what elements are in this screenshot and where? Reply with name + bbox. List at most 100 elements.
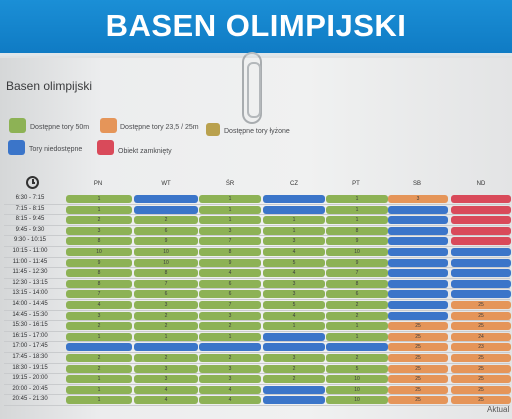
schedule-cell: 10 xyxy=(326,385,388,394)
schedule-cell: 3 xyxy=(134,364,198,373)
schedule-cell xyxy=(388,216,448,225)
legend-swatch-lanes-25m xyxy=(100,118,117,133)
footer-text: Aktual xyxy=(487,405,510,414)
schedule-cell: 2 xyxy=(134,311,198,320)
schedule-cell: 4 xyxy=(263,269,325,278)
schedule-cell: 2 xyxy=(199,354,261,362)
schedule-cell xyxy=(66,343,132,352)
schedule-cell: 25 xyxy=(388,375,448,384)
schedule-cell: 2 xyxy=(66,364,132,373)
schedule-cell: 2 xyxy=(326,311,388,320)
schedule-cell xyxy=(451,216,511,225)
schedule-cell: 1 xyxy=(326,216,388,225)
schedule-cell: 8 xyxy=(66,237,132,246)
time-slot-label: 16:15 - 17:00 xyxy=(12,332,48,339)
schedule-cell: 4 xyxy=(66,301,132,309)
time-slot-label: 20:00 - 20:45 xyxy=(12,385,48,392)
schedule-cell: 6 xyxy=(199,279,261,288)
legend-label-unavailable: Tory niedostępne xyxy=(29,146,83,153)
schedule-cell: 8 xyxy=(326,226,388,235)
time-slot-label: 10:15 - 11:00 xyxy=(12,248,48,254)
schedule-cell: 2 xyxy=(134,354,198,362)
schedule-cell: 25 xyxy=(451,354,511,362)
schedule-cell: 3 xyxy=(199,311,261,320)
schedule-cell xyxy=(388,226,448,235)
schedule-cell: 2 xyxy=(263,364,325,373)
schedule-cell xyxy=(388,290,448,299)
day-header-sat: SB xyxy=(412,181,421,187)
schedule-cell: 1 xyxy=(326,332,388,341)
time-slot-label: 15:30 - 16:15 xyxy=(12,322,48,329)
schedule-cell: 4 xyxy=(199,269,261,278)
schedule-cell: 7 xyxy=(66,290,132,299)
time-slot-label: 18:30 - 19:15 xyxy=(12,364,48,371)
legend-swatch-unavailable xyxy=(8,140,25,155)
legend-label-lanes-50m: Dostępne tory 50m xyxy=(30,124,90,131)
row-divider xyxy=(4,235,510,237)
legend-swatch-lanes-50m xyxy=(9,118,26,133)
schedule-cell: 24 xyxy=(451,332,511,341)
schedule-cell: 10 xyxy=(326,248,388,256)
row-divider xyxy=(4,203,510,205)
schedule-cell xyxy=(388,258,448,267)
row-divider xyxy=(4,267,510,269)
schedule-cell: 25 xyxy=(388,385,448,394)
time-slot-label: 17:00 - 17:45 xyxy=(12,343,48,350)
clock-icon xyxy=(26,176,39,189)
schedule-cell: 1 xyxy=(66,205,132,214)
schedule-cell: 3 xyxy=(199,226,261,235)
schedule-cell: 25 xyxy=(388,322,448,331)
schedule-cell: 3 xyxy=(66,311,132,320)
schedule-cell: 9 xyxy=(199,258,261,267)
schedule-cell: 2 xyxy=(199,322,261,331)
schedule-cell: 6 xyxy=(134,290,198,299)
schedule-cell: 25 xyxy=(451,311,511,320)
schedule-cell: 6 xyxy=(326,290,388,299)
schedule-cell: 3 xyxy=(263,279,325,288)
row-divider xyxy=(4,320,510,322)
schedule-cell xyxy=(263,195,325,203)
schedule-cell xyxy=(263,396,325,405)
schedule-cell xyxy=(263,205,325,214)
schedule-cell: 10 xyxy=(326,375,388,384)
page-title: Basen olimpijski xyxy=(6,79,93,93)
schedule-cell: 5 xyxy=(263,301,325,309)
row-divider xyxy=(4,256,510,258)
schedule-cell: 8 xyxy=(66,279,132,288)
schedule-cell xyxy=(134,343,198,352)
schedule-cell: 4 xyxy=(134,396,198,405)
schedule-cell: 1 xyxy=(66,396,132,405)
schedule-cell: 9 xyxy=(326,258,388,267)
schedule-cell xyxy=(451,226,511,235)
schedule-cell: 1 xyxy=(199,195,261,203)
schedule-cell: 3 xyxy=(263,290,325,299)
row-divider xyxy=(4,341,510,343)
schedule-cell xyxy=(388,301,448,309)
time-slot-label: 9:30 - 10:15 xyxy=(13,237,47,244)
schedule-cell: 5 xyxy=(263,258,325,267)
schedule-cell: 6 xyxy=(134,226,198,235)
schedule-cell: 2 xyxy=(326,354,388,362)
time-slot-label: 12:30 - 13:15 xyxy=(12,279,48,286)
row-divider xyxy=(4,373,510,375)
row-divider xyxy=(4,309,510,311)
schedule-cell: 1 xyxy=(326,322,388,331)
legend-label-joined-lanes: Dostępne tory łyżone xyxy=(224,128,290,135)
schedule-cell: 1 xyxy=(199,216,261,225)
schedule-cell: 23 xyxy=(451,343,511,352)
schedule-cell: 25 xyxy=(451,301,511,309)
schedule-cell: 3 xyxy=(388,195,448,203)
schedule-cell: 10 xyxy=(134,258,198,267)
schedule-cell: 4 xyxy=(134,385,198,394)
row-divider xyxy=(4,351,510,353)
legend-label-lanes-25m: Dostępne tory 23,5 / 25m xyxy=(120,124,199,131)
schedule-cell: 2 xyxy=(66,354,132,362)
time-slot-label: 11:45 - 12:30 xyxy=(12,269,48,276)
time-slot-label: 14:45 - 15:30 xyxy=(12,311,48,318)
schedule-cell: 10 xyxy=(326,396,388,405)
day-header-fri: PT xyxy=(352,181,360,187)
schedule-cell: 7 xyxy=(199,237,261,246)
time-slot-label: 19:15 - 20:00 xyxy=(12,375,48,382)
schedule-cell: 10 xyxy=(66,248,132,256)
